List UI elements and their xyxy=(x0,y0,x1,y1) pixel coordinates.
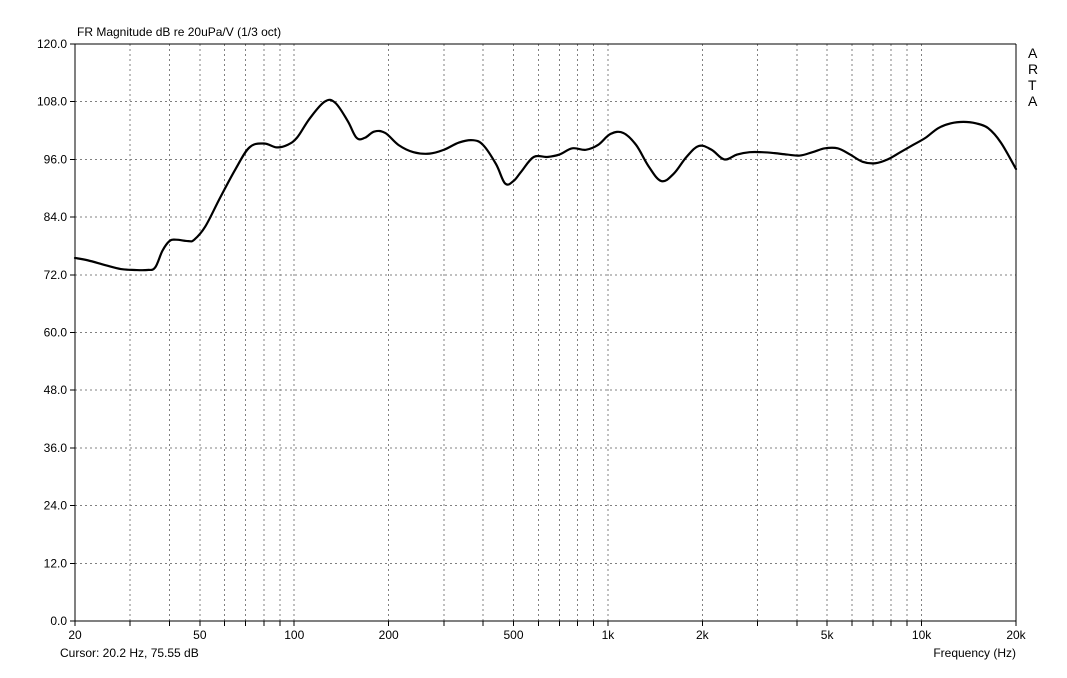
x-tick-label: 2k xyxy=(696,628,710,642)
watermark-letter: A xyxy=(1028,45,1038,61)
x-tick-label: 5k xyxy=(821,628,835,642)
y-tick-label: 72.0 xyxy=(44,268,68,282)
y-tick-label: 36.0 xyxy=(44,441,68,455)
watermark-letter: A xyxy=(1028,93,1038,109)
fr-chart: 0.0 12.0 24.0 36.0 48.0 60.0 72.0 84.0 96.0 108.0… xyxy=(0,0,1067,678)
y-tick-label: 48.0 xyxy=(44,383,68,397)
x-axis-label: Frequency (Hz) xyxy=(933,646,1016,660)
chart-title: FR Magnitude dB re 20uPa/V (1/3 oct) xyxy=(77,25,281,39)
y-tick-label: 24.0 xyxy=(44,499,68,513)
x-tick-label: 10k xyxy=(912,628,932,642)
x-tick-label: 50 xyxy=(193,628,207,642)
y-tick-label: 120.0 xyxy=(37,37,67,51)
y-tick-label: 60.0 xyxy=(44,326,68,340)
y-tick-label: 84.0 xyxy=(44,210,68,224)
y-tick-label: 96.0 xyxy=(44,152,68,166)
watermark-letter: T xyxy=(1028,77,1037,93)
y-tick-label: 108.0 xyxy=(37,95,67,109)
watermark-letter: R xyxy=(1028,61,1038,77)
chart-svg: 0.0 12.0 24.0 36.0 48.0 60.0 72.0 84.0 96.0 108.0… xyxy=(0,0,1067,678)
x-tick-label: 100 xyxy=(284,628,304,642)
x-tick-label: 200 xyxy=(379,628,399,642)
cursor-readout: Cursor: 20.2 Hz, 75.55 dB xyxy=(60,646,199,660)
x-tick-label: 20 xyxy=(68,628,82,642)
y-tick-label: 0.0 xyxy=(50,614,67,628)
x-tick-label: 1k xyxy=(602,628,616,642)
x-tick-label: 20k xyxy=(1006,628,1026,642)
y-tick-label: 12.0 xyxy=(44,556,68,570)
x-tick-label: 500 xyxy=(503,628,523,642)
